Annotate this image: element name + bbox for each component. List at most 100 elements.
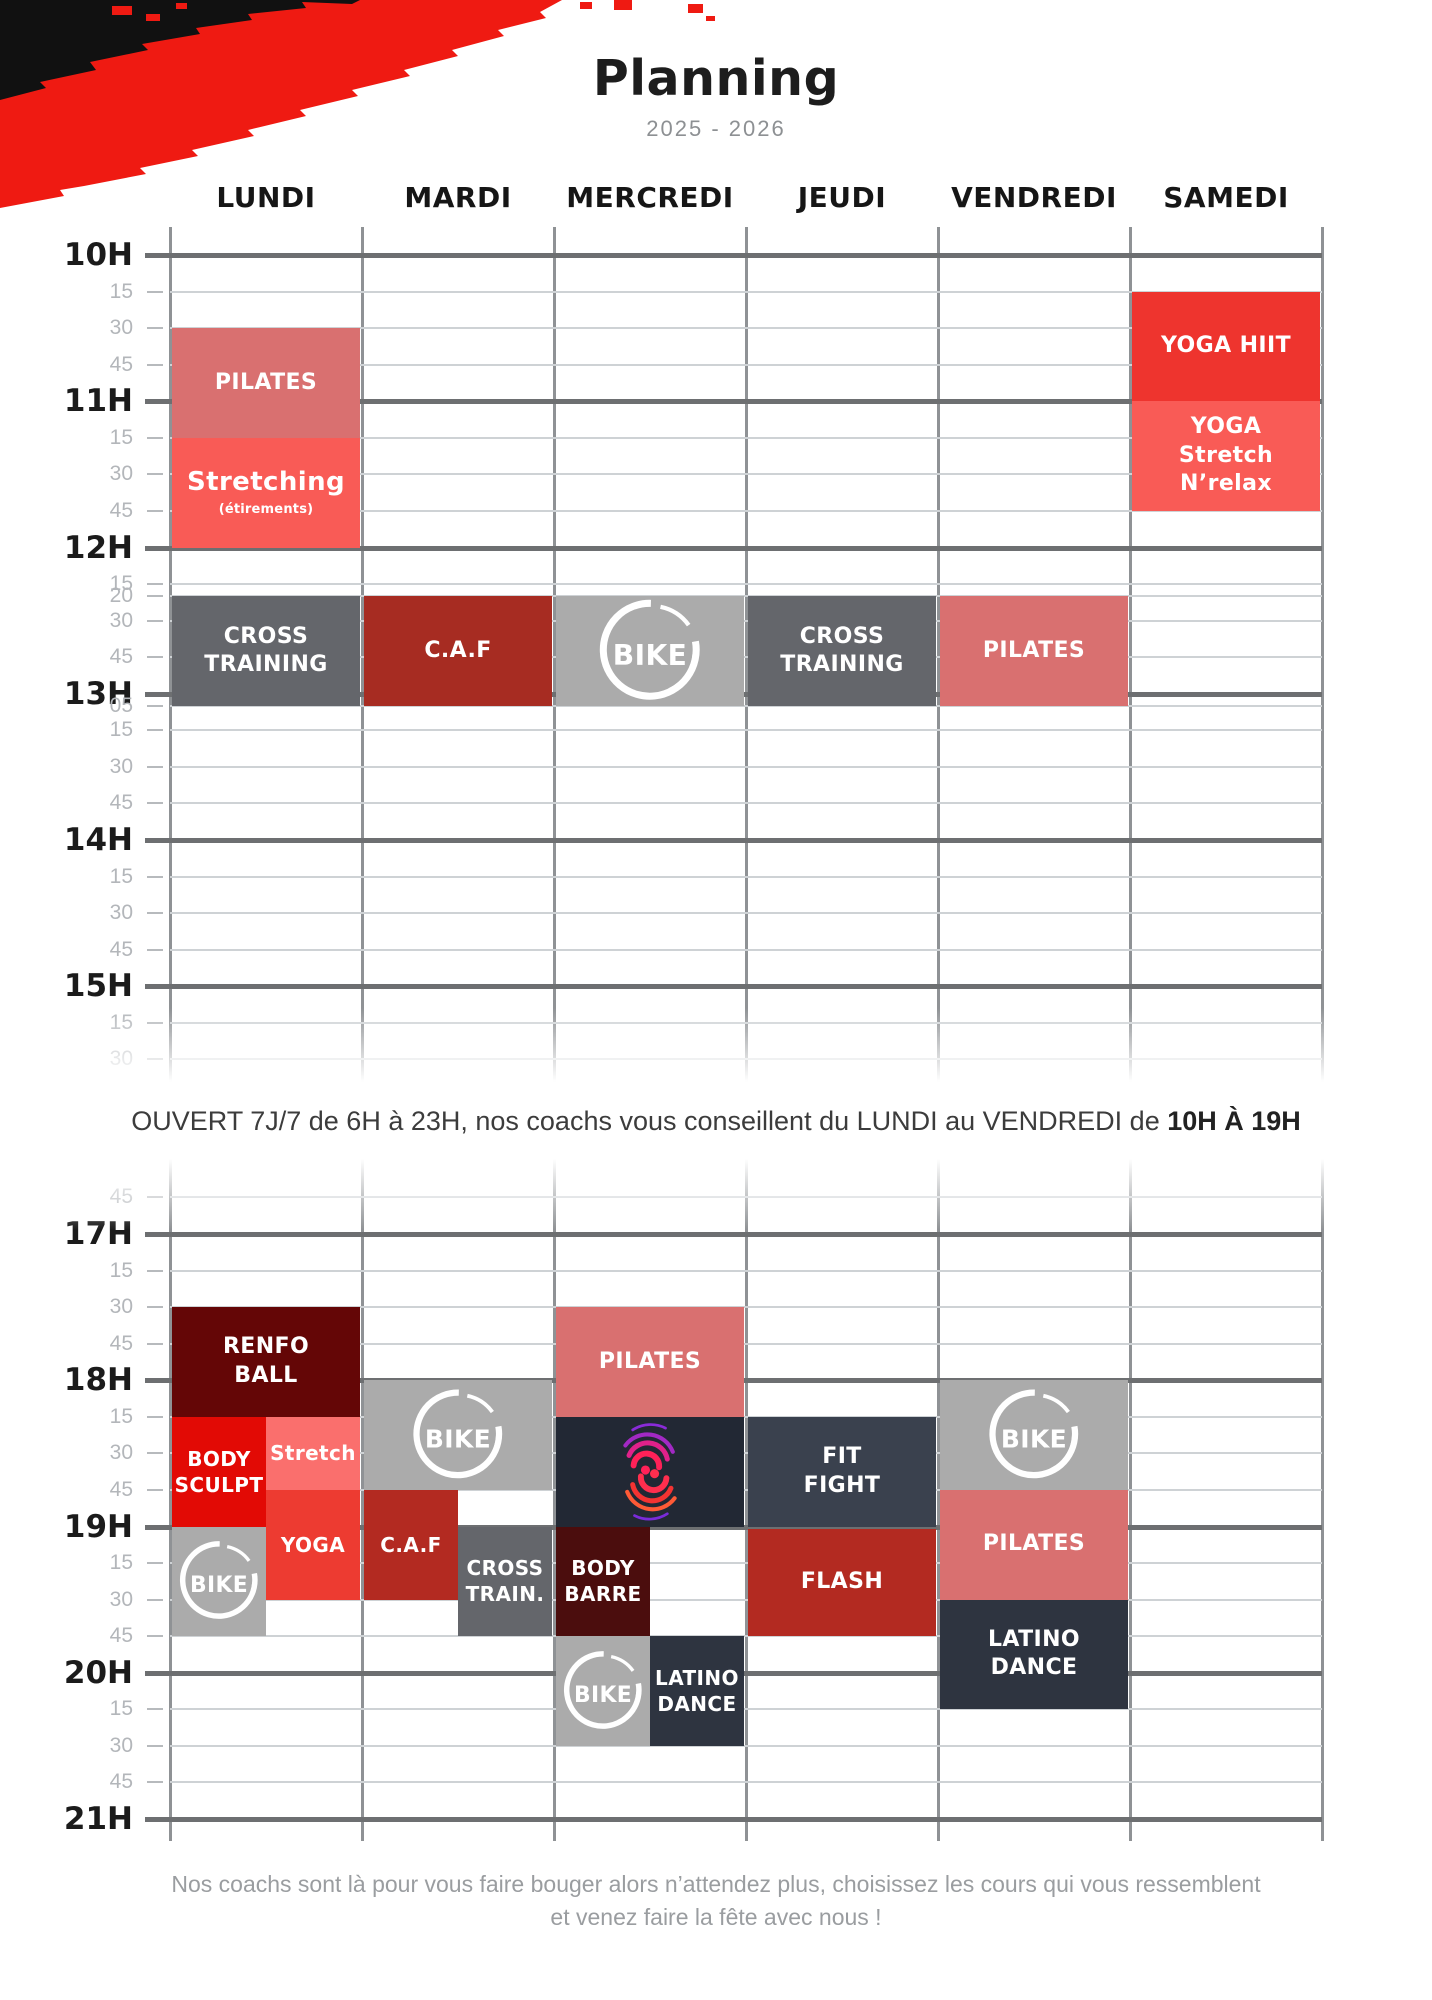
class-block-stretching: Stretching (étirements) (172, 437, 360, 548)
day-header-mardi: MARDI (404, 181, 512, 214)
class-block-pilates: PILATES (556, 1307, 744, 1417)
class-block-pilates: PILATES (172, 328, 360, 438)
class-block-bike-class: BIKE (556, 1636, 650, 1746)
grid-column-line (936, 1156, 940, 1841)
class-block-body-sculpt: BODY SCULPT (172, 1416, 266, 1527)
grid-column-line (1320, 1156, 1324, 1841)
minor-tick-dash (147, 1598, 163, 1601)
minor-gridline (170, 327, 1322, 330)
minor-gridline (170, 1342, 1322, 1345)
minor-gridline (170, 1415, 1322, 1418)
class-label: LATINO (655, 1666, 739, 1691)
minor-gridline (170, 948, 1322, 951)
hour-gridline (145, 253, 1322, 258)
minor-gridline (170, 704, 1322, 707)
time-minute-label: 15 (109, 1551, 133, 1575)
minor-gridline (170, 509, 1322, 512)
time-hour-label: 15H (63, 968, 133, 1005)
minor-gridline (170, 595, 1322, 598)
time-minute-label: 30 (109, 1295, 133, 1319)
time-minute-label: 30 (109, 1587, 133, 1611)
minor-gridline (170, 1781, 1322, 1784)
minor-tick-dash (147, 436, 163, 439)
minor-tick-dash (147, 765, 163, 768)
class-label: Stretching (187, 467, 345, 498)
minor-tick-dash (147, 1708, 163, 1711)
minor-gridline (170, 1562, 1322, 1565)
minor-tick-dash (147, 619, 163, 622)
svg-text:BIKE: BIKE (613, 639, 688, 672)
time-hour-label: 10H (63, 237, 133, 273)
class-label: C.A.F (380, 1532, 442, 1557)
hour-gridline (145, 545, 1322, 551)
class-label: TRAINING (204, 652, 328, 678)
time-minute-label: 30 (109, 754, 133, 778)
class-block-latino-dance: LATINO DANCE (650, 1636, 744, 1746)
minor-tick-dash (147, 1415, 163, 1418)
time-hour-label: 18H (63, 1362, 133, 1399)
time-minute-label: 45 (109, 498, 133, 522)
hour-gridline (145, 1524, 1322, 1530)
class-label: CROSS (799, 623, 885, 649)
red-speck (706, 16, 715, 21)
day-header-mercredi: MERCREDI (566, 181, 734, 214)
opening-hours-text: OUVERT 7J/7 de 6H à 23H, nos coachs vous… (131, 1106, 1168, 1136)
grid-column-line (360, 1156, 364, 1841)
minor-tick-dash (147, 912, 163, 915)
time-minute-label: 30 (109, 462, 133, 486)
opening-hours-note: OUVERT 7J/7 de 6H à 23H, nos coachs vous… (0, 1106, 1432, 1137)
grid-column-line (744, 1156, 748, 1841)
minor-tick-dash (147, 1306, 163, 1309)
opening-hours-bold: 10H À 19H (1167, 1106, 1301, 1136)
time-minute-label: 45 (109, 1477, 133, 1501)
minor-tick-dash (147, 327, 163, 330)
red-speck (614, 0, 632, 10)
class-label: BODY (187, 1446, 251, 1471)
minor-gridline (170, 875, 1322, 878)
time-minute-label: 45 (109, 1624, 133, 1648)
time-minute-label: 30 (109, 1441, 133, 1465)
class-label: PILATES (214, 369, 318, 395)
class-label: PILATES (598, 1348, 702, 1374)
class-block-bike-class: BIKE (940, 1380, 1128, 1490)
time-minute-label: 45 (109, 937, 133, 961)
class-block-cross-train: CROSS TRAIN. (458, 1526, 552, 1637)
time-minute-label: 45 (109, 352, 133, 376)
minor-tick-dash (147, 948, 163, 951)
minor-gridline (170, 583, 1322, 586)
hour-gridline (145, 984, 1322, 990)
minor-gridline (170, 1598, 1322, 1601)
minor-gridline (170, 1488, 1322, 1491)
day-header-vendredi: VENDREDI (951, 181, 1117, 214)
class-block-cross-training: CROSS TRAINING (748, 596, 936, 706)
class-block-latino-dance: LATINO DANCE (940, 1599, 1128, 1710)
minor-tick-dash (147, 1452, 163, 1455)
bike-wheel-icon: BIKE (413, 1389, 503, 1479)
class-block-pilates: PILATES (940, 1489, 1128, 1600)
minor-tick-dash (147, 595, 163, 598)
evening-grid-fadein (0, 1156, 1432, 1230)
minor-gridline (170, 1708, 1322, 1711)
class-block-body-barre: BODY BARRE (556, 1526, 650, 1637)
footer-line-2: et venez faire la fête avec nous ! (550, 1904, 882, 1930)
minor-tick-dash (147, 704, 163, 707)
hour-gridline (145, 1817, 1322, 1822)
class-block-yogahiit: YOGA HIIT (1132, 291, 1320, 402)
minor-tick-dash (147, 802, 163, 805)
class-label: C.A.F (424, 637, 492, 663)
minor-gridline (170, 802, 1322, 805)
class-label: LATINO (987, 1626, 1081, 1652)
time-minute-label: 15 (109, 1258, 133, 1282)
swirl-logo-icon (623, 1423, 677, 1521)
time-hour-label: 13H (63, 675, 133, 712)
time-minute-label: 15 (109, 425, 133, 449)
class-block-bike-class: BIKE (364, 1380, 552, 1490)
minor-gridline (170, 912, 1322, 915)
day-header-lundi: LUNDI (216, 181, 316, 214)
minor-tick-dash (147, 1781, 163, 1784)
hour-gridline (145, 838, 1322, 843)
minor-gridline (170, 1306, 1322, 1309)
class-block-renfo-ball: RENFO BALL (172, 1307, 360, 1417)
time-hour-label: 12H (63, 529, 133, 566)
